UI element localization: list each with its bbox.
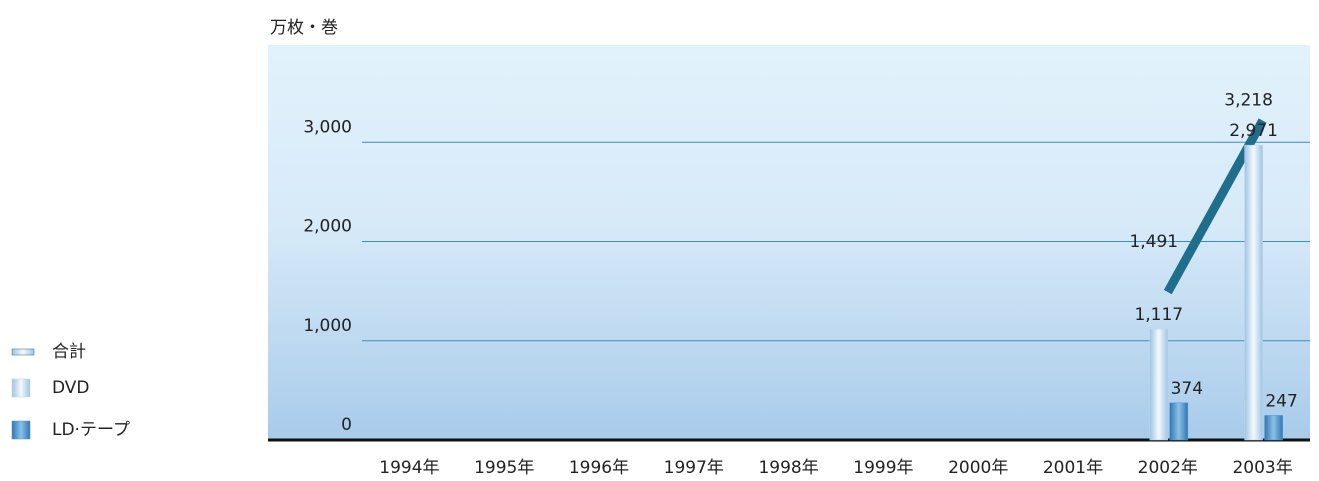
bar	[1264, 415, 1283, 441]
value-label: 374	[1171, 379, 1203, 399]
x-tick-label: 1999年	[853, 458, 913, 477]
legend-marker	[11, 420, 31, 440]
x-tick-label: 1997年	[664, 458, 724, 477]
y-tick-label: 2,000	[303, 217, 352, 237]
legend-label: DVD	[52, 378, 90, 398]
legend-marker	[11, 378, 31, 398]
value-label: 2,971	[1229, 121, 1278, 141]
x-tick-label: 2000年	[948, 458, 1008, 477]
bar	[1169, 402, 1189, 441]
value-label: 3,218	[1224, 91, 1273, 111]
value-label: 1,491	[1129, 232, 1178, 252]
y-tick-label: 0	[341, 415, 352, 435]
y-tick-label: 1,000	[303, 316, 352, 336]
x-tick-label: 1995年	[474, 458, 534, 477]
x-tick-label: 2003年	[1232, 458, 1292, 477]
x-tick-label: 2001年	[1043, 458, 1103, 477]
value-label: 1,117	[1134, 305, 1183, 325]
legend-label: LD·テープ	[52, 420, 130, 440]
bar	[1149, 328, 1169, 441]
y-axis-label: 万枚・巻	[270, 18, 338, 38]
x-tick-label: 2002年	[1138, 458, 1198, 477]
x-tick-label: 1994年	[379, 458, 439, 477]
value-label: 247	[1265, 391, 1297, 411]
legend-marker	[11, 348, 35, 356]
y-tick-label: 3,000	[303, 117, 352, 137]
x-tick-label: 1996年	[569, 458, 629, 477]
bar	[1244, 144, 1263, 441]
legend-label: 合計	[52, 342, 86, 362]
plot-background	[268, 45, 1310, 440]
x-tick-label: 1998年	[758, 458, 818, 477]
